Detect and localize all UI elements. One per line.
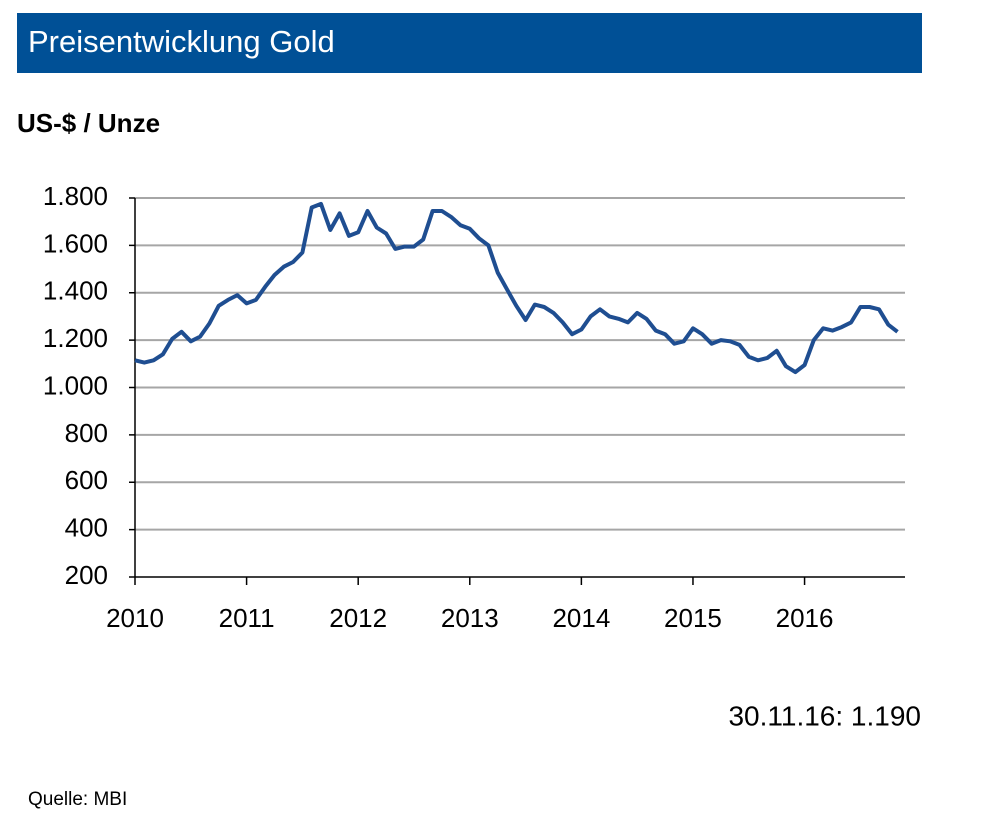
x-tick-label: 2015 bbox=[664, 603, 722, 633]
y-tick-label: 1.000 bbox=[43, 370, 108, 400]
y-tick-label: 600 bbox=[65, 465, 108, 495]
y-tick-label: 200 bbox=[65, 560, 108, 590]
title-bar bbox=[17, 13, 922, 73]
x-tick-label: 2013 bbox=[441, 603, 499, 633]
source: Quelle: MBI bbox=[28, 789, 127, 810]
chart-title: Preisentwicklung Gold bbox=[28, 24, 335, 59]
price-line bbox=[134, 201, 899, 375]
y-tick-label: 1.400 bbox=[43, 276, 108, 306]
y-tick-label: 400 bbox=[65, 513, 108, 543]
annotation: 30.11.16: 1.190 bbox=[728, 700, 921, 731]
x-tick-label: 2014 bbox=[552, 603, 610, 633]
y-tick-label: 1.200 bbox=[43, 323, 108, 353]
x-tick-label: 2016 bbox=[776, 603, 834, 633]
x-tick-label: 2011 bbox=[219, 603, 275, 633]
y-axis-label: US-$ / Unze bbox=[17, 108, 160, 138]
x-tick-label: 2010 bbox=[106, 603, 164, 633]
x-tick-label: 2012 bbox=[329, 603, 387, 633]
y-tick-label: 1.800 bbox=[43, 181, 108, 211]
y-tick-label: 1.600 bbox=[43, 228, 108, 258]
y-tick-label: 800 bbox=[65, 418, 108, 448]
